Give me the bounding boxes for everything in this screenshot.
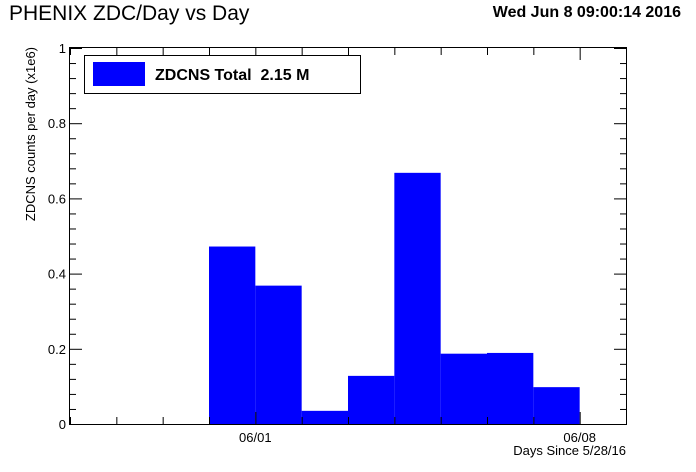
x-tick-label: 06/01 (239, 430, 272, 445)
y-tick-label: 0.8 (48, 116, 66, 131)
x-tick-label: 06/08 (563, 430, 596, 445)
ticks-layer: 0 0.2 0.4 0.6 0.8 1 06/01 06/08 (48, 41, 627, 445)
bar-6 (487, 352, 534, 424)
y-tick-label: 0.2 (48, 342, 66, 357)
y-axis-label: ZDCNS counts per day (x1e6) (23, 47, 38, 221)
legend-swatch (93, 62, 145, 86)
bar-5 (440, 353, 487, 424)
y-tick-label: 0.6 (48, 191, 66, 206)
y-tick-label: 0.4 (48, 267, 66, 282)
bar-1 (255, 285, 302, 424)
bar-7 (533, 387, 580, 424)
bar-3 (348, 375, 395, 424)
legend: ZDCNS Total 2.15 M (84, 55, 361, 94)
x-axis-label: Days Since 5/28/16 (513, 443, 626, 458)
bar-4 (394, 172, 441, 424)
bars-layer (209, 172, 580, 424)
y-tick-label: 0 (59, 417, 66, 432)
timestamp: Wed Jun 8 09:00:14 2016 (492, 4, 681, 21)
legend-label: ZDCNS Total 2.15 M (155, 67, 309, 84)
bar-0 (209, 246, 256, 424)
y-tick-label: 1 (59, 41, 66, 56)
chart-title: PHENIX ZDC/Day vs Day (9, 2, 250, 25)
plot-frame (69, 47, 627, 425)
bar-2 (301, 410, 348, 424)
